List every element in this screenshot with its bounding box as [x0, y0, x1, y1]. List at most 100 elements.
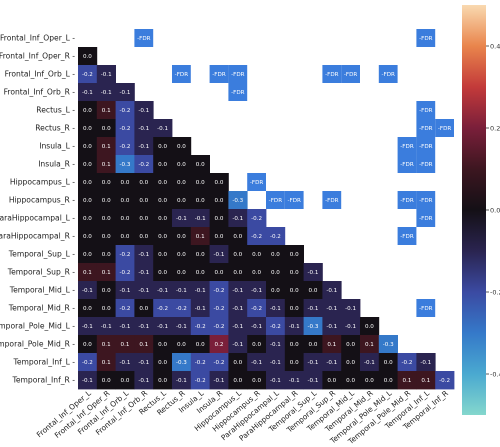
heatmap-cell [78, 281, 98, 300]
heatmap-cell [190, 335, 210, 354]
heatmap-cell [172, 281, 192, 300]
heatmap-cell [266, 371, 286, 390]
cell-value-label: 0.0 [177, 342, 186, 348]
heatmap-cell [115, 371, 135, 390]
heatmap-cell [190, 191, 210, 210]
heatmap-cell [209, 263, 229, 282]
heatmap-cell [284, 317, 304, 336]
fdr-label: -FDR [287, 198, 301, 204]
cell-value-label: 0.0 [177, 144, 186, 150]
heatmap-cell [209, 335, 229, 354]
cell-value-label: -0.1 [308, 378, 319, 384]
colorbar [462, 5, 486, 415]
heatmap-cell [96, 335, 116, 354]
cell-value-label: -0.1 [232, 342, 243, 348]
cell-value-label: -0.2 [138, 162, 149, 168]
heatmap-cell [96, 119, 116, 138]
cell-value-label: 0.0 [158, 270, 167, 276]
heatmap-cell [228, 371, 248, 390]
heatmap-cell [172, 353, 192, 372]
cell-value-label: 0.0 [290, 306, 299, 312]
heatmap-cell [172, 371, 192, 390]
cell-value-label: -0.2 [251, 216, 262, 222]
cell-value-label: -0.2 [82, 360, 93, 366]
heatmap-cell [78, 47, 98, 66]
heatmap-cell [190, 299, 210, 318]
heatmap-cell [78, 173, 98, 192]
cell-value-label: 0.0 [215, 234, 224, 240]
cell-value-label: 0.0 [158, 198, 167, 204]
row-label: Temporal_Pole_Mid_L - [0, 322, 75, 331]
heatmap-cell [284, 263, 304, 282]
row-labels: Frontal_Inf_Oper_L - Frontal_Inf_Oper_R -… [0, 34, 75, 385]
cell-value-label: 0.0 [177, 180, 186, 186]
fdr-cell [416, 29, 436, 47]
heatmap-cell [115, 317, 135, 336]
heatmap-cell [209, 317, 229, 336]
colorbar-tick-label: 0.2 [490, 124, 500, 132]
row-label: Hippocampus_R - [9, 196, 75, 205]
cell-value-label: 0.1 [102, 270, 111, 276]
cell-value-label: 0.2 [215, 342, 224, 348]
heatmap-cell [247, 299, 267, 318]
heatmap-cell [341, 335, 361, 354]
heatmap-cell [303, 281, 323, 300]
fdr-label: -FDR [419, 108, 433, 114]
cell-value-label: 0.1 [102, 360, 111, 366]
cell-value-label: -0.1 [326, 288, 337, 294]
heatmap-cell [190, 353, 210, 372]
cell-value-label: 0.0 [158, 378, 167, 384]
heatmap-cell [303, 299, 323, 318]
cell-value-label: 0.0 [365, 324, 374, 330]
fdr-label: -FDR [269, 198, 283, 204]
fdr-cell [416, 101, 436, 119]
cell-value-label: 0.1 [365, 342, 374, 348]
cell-value-label: -0.1 [82, 90, 93, 96]
cell-value-label: 0.0 [271, 288, 280, 294]
fdr-cell [416, 299, 436, 317]
heatmap-cell [435, 371, 455, 390]
cell-value-label: 0.0 [215, 198, 224, 204]
cell-value-label: -0.1 [101, 90, 112, 96]
cell-value-label: 0.0 [233, 252, 242, 258]
heatmap-cell [134, 335, 154, 354]
heatmap-cell [266, 335, 286, 354]
cell-value-label: -0.2 [195, 378, 206, 384]
fdr-cell [416, 119, 436, 137]
cell-value-label: -0.1 [345, 306, 356, 312]
heatmap-cell [134, 227, 154, 246]
heatmap-cell [209, 245, 229, 264]
fdr-cell [284, 191, 304, 209]
row-label: Hippocampus_L - [10, 178, 75, 187]
heatmap-cell [284, 281, 304, 300]
heatmap-cell [190, 209, 210, 228]
heatmap-cell [360, 317, 380, 336]
row-label: Frontal_Inf_Orb_L - [5, 70, 76, 79]
fdr-label: -FDR [419, 198, 433, 204]
heatmap-cell [172, 155, 192, 174]
cell-value-label: -0.1 [251, 324, 262, 330]
heatmap-cell [247, 335, 267, 354]
heatmap-cell [96, 155, 116, 174]
cell-value-label: 0.0 [83, 342, 92, 348]
heatmap-cell [397, 371, 417, 390]
cell-value-label: 0.1 [102, 108, 111, 114]
heatmap-cell [115, 299, 135, 318]
cell-value-label: -0.2 [120, 270, 131, 276]
heatmap-cell [96, 299, 116, 318]
heatmap-cell [209, 299, 229, 318]
cell-value-label: -0.1 [138, 324, 149, 330]
fdr-cell [378, 65, 398, 83]
heatmap-cell [134, 119, 154, 138]
cell-value-label: 0.0 [102, 198, 111, 204]
heatmap-cell [172, 191, 192, 210]
cell-value-label: -0.1 [120, 324, 131, 330]
heatmap-cell [115, 281, 135, 300]
cell-value-label: 0.0 [346, 360, 355, 366]
heatmap-cell [172, 245, 192, 264]
cell-value-label: 0.0 [196, 270, 205, 276]
heatmap-cell [378, 353, 398, 372]
row-label: Insula_R - [38, 160, 75, 169]
cell-value-label: 0.0 [196, 180, 205, 186]
heatmap-cell [78, 137, 98, 156]
